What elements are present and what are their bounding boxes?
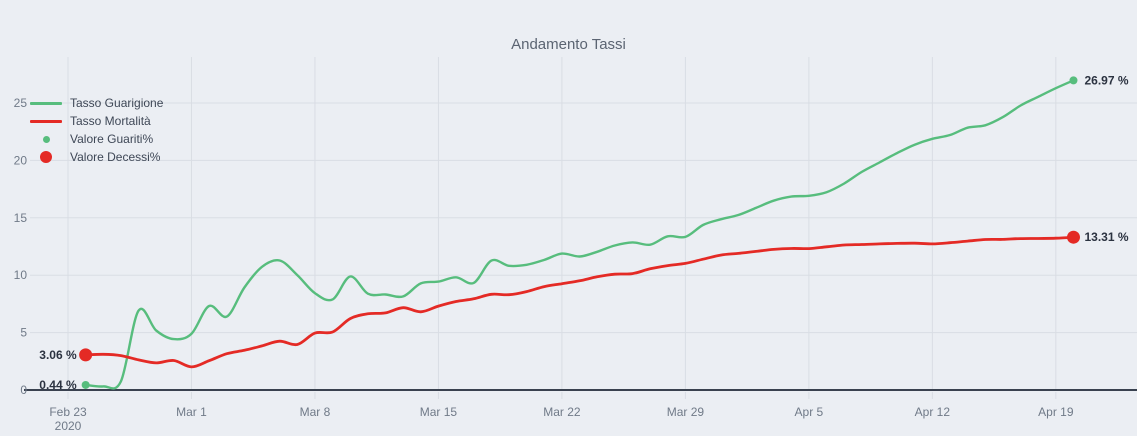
y-tick-label: 15: [14, 211, 28, 225]
series-line-tasso-guarigione[interactable]: [84, 79, 1075, 390]
y-tick-label: 20: [14, 153, 28, 167]
x-tick-label: Apr 5: [795, 405, 824, 419]
legend-item-valore-decessi[interactable]: Valore Decessi%: [30, 150, 163, 164]
series-line-tasso-mortalit[interactable]: [84, 235, 1075, 369]
annotation-26-97: 26.97 %: [1084, 73, 1128, 87]
x-tick-label: Mar 1: [176, 405, 207, 419]
legend-label: Tasso Mortalità: [70, 114, 151, 128]
x-tick-label: 2020: [55, 419, 82, 433]
marker-valore-guariti[interactable]: [1069, 76, 1078, 85]
legend-line-swatch: [30, 101, 62, 105]
y-tick-label: 10: [14, 268, 28, 282]
y-tick-label: 0: [20, 383, 27, 397]
marker-valore-guariti[interactable]: [81, 380, 90, 389]
legend-dot-swatch: [30, 151, 62, 163]
x-tick-label: Mar 8: [300, 405, 331, 419]
annotation-0-44: 0.44 %: [39, 378, 77, 392]
x-tick-label: Apr 12: [915, 405, 951, 419]
marker-valore-decessi[interactable]: [1066, 230, 1080, 244]
x-tick-label: Mar 29: [667, 405, 705, 419]
legend-label: Valore Decessi%: [70, 150, 161, 164]
x-tick-label: Feb 23: [49, 405, 87, 419]
legend-label: Tasso Guarigione: [70, 96, 164, 110]
legend-line-swatch: [30, 119, 62, 123]
marker-valore-decessi[interactable]: [79, 348, 93, 362]
legend-item-valore-guariti[interactable]: Valore Guariti%: [30, 132, 163, 146]
x-tick-label: Mar 15: [420, 405, 458, 419]
legend-label: Valore Guariti%: [70, 132, 154, 146]
legend-dot-swatch: [30, 135, 62, 143]
x-tick-label: Mar 22: [543, 405, 581, 419]
y-tick-label: 5: [20, 326, 27, 340]
y-tick-label: 25: [14, 96, 28, 110]
x-tick-label: Apr 19: [1038, 405, 1074, 419]
legend: Tasso Guarigione Tasso Mortalità Valore Gu…: [30, 96, 163, 164]
annotation-3-06: 3.06 %: [39, 348, 77, 362]
legend-item-tasso-guarigione[interactable]: Tasso Guarigione: [30, 96, 163, 110]
chart-title: Andamento Tassi: [511, 36, 626, 53]
annotation-13-31: 13.31 %: [1084, 230, 1128, 244]
legend-item-tasso-mortalit[interactable]: Tasso Mortalità: [30, 114, 163, 128]
